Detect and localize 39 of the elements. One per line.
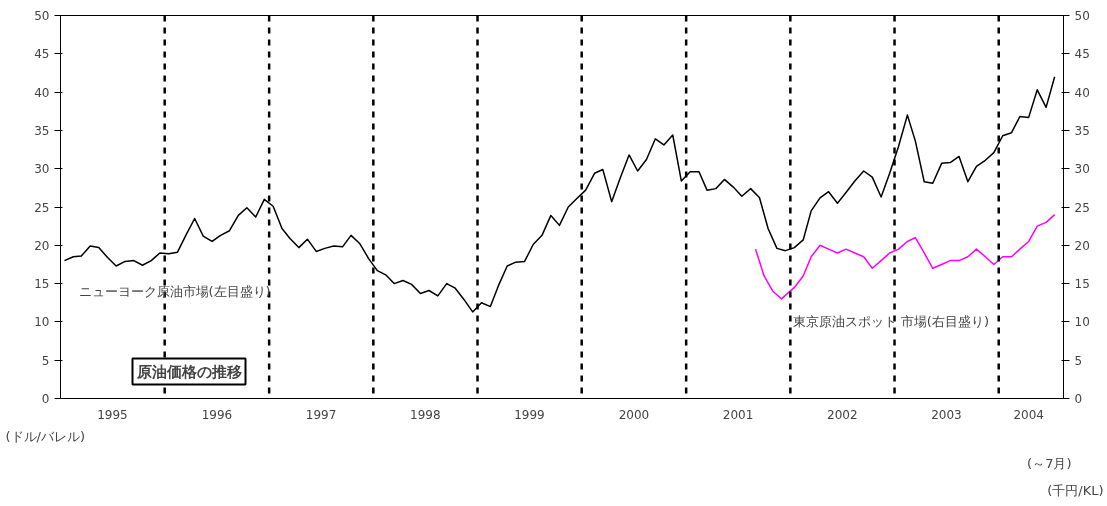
x-tick-label: 1998 (410, 407, 441, 422)
x-tick-label: 1995 (97, 407, 128, 422)
y-tick-label: 45 (34, 47, 50, 62)
x-tick-label: 2000 (618, 407, 650, 422)
y2-tick-label: 25 (1074, 200, 1090, 215)
y2-tick-label: 20 (1074, 238, 1090, 253)
y-tick-label: 25 (34, 200, 50, 215)
y2-tick-label: 45 (1074, 47, 1090, 62)
x-tick-label: 2004 (1013, 407, 1044, 422)
y-tick-label: 30 (34, 162, 50, 177)
y2-tick-label: 15 (1074, 277, 1090, 292)
x-tick-label: 2003 (931, 407, 962, 422)
y2-tick-label: 40 (1074, 85, 1090, 100)
x-tick-label: 2002 (827, 407, 858, 422)
y2-tick-label: 10 (1074, 315, 1090, 330)
x-tick-label: 1999 (514, 407, 545, 422)
text: (～7月) (1027, 455, 1072, 471)
text: 原油価格の推移 (135, 362, 242, 381)
y-tick-label: 10 (34, 315, 50, 330)
y-tick-label: 35 (34, 123, 50, 138)
y-tick-label: 40 (34, 85, 50, 100)
x-tick-label: 1997 (305, 407, 337, 422)
y2-axis-title: (千円/KL) (1047, 482, 1104, 498)
y2-tick-label: 30 (1074, 162, 1090, 177)
x-tick-label: 1996 (201, 407, 233, 422)
y-tick-label: 20 (34, 238, 50, 253)
y2-tick-label: 5 (1074, 353, 1083, 368)
y2-tick-label: 0 (1074, 392, 1083, 406)
y-axis-title: (ドル/バレル) (5, 428, 86, 444)
x-tick-label: 2001 (722, 407, 754, 422)
y2-tick-label: 50 (1074, 9, 1090, 23)
annotation: ニューヨーク原油市場(左目盛り) (78, 283, 271, 299)
y-tick-label: 50 (34, 9, 50, 23)
y-tick-label: 15 (34, 277, 50, 292)
line-series (754, 213, 1056, 300)
y-tick-label: 5 (41, 353, 50, 368)
y-tick-label: 0 (41, 392, 50, 406)
annotation: 東京原油スポット 市場(右目盛り) (792, 314, 989, 330)
y2-tick-label: 35 (1074, 123, 1090, 138)
